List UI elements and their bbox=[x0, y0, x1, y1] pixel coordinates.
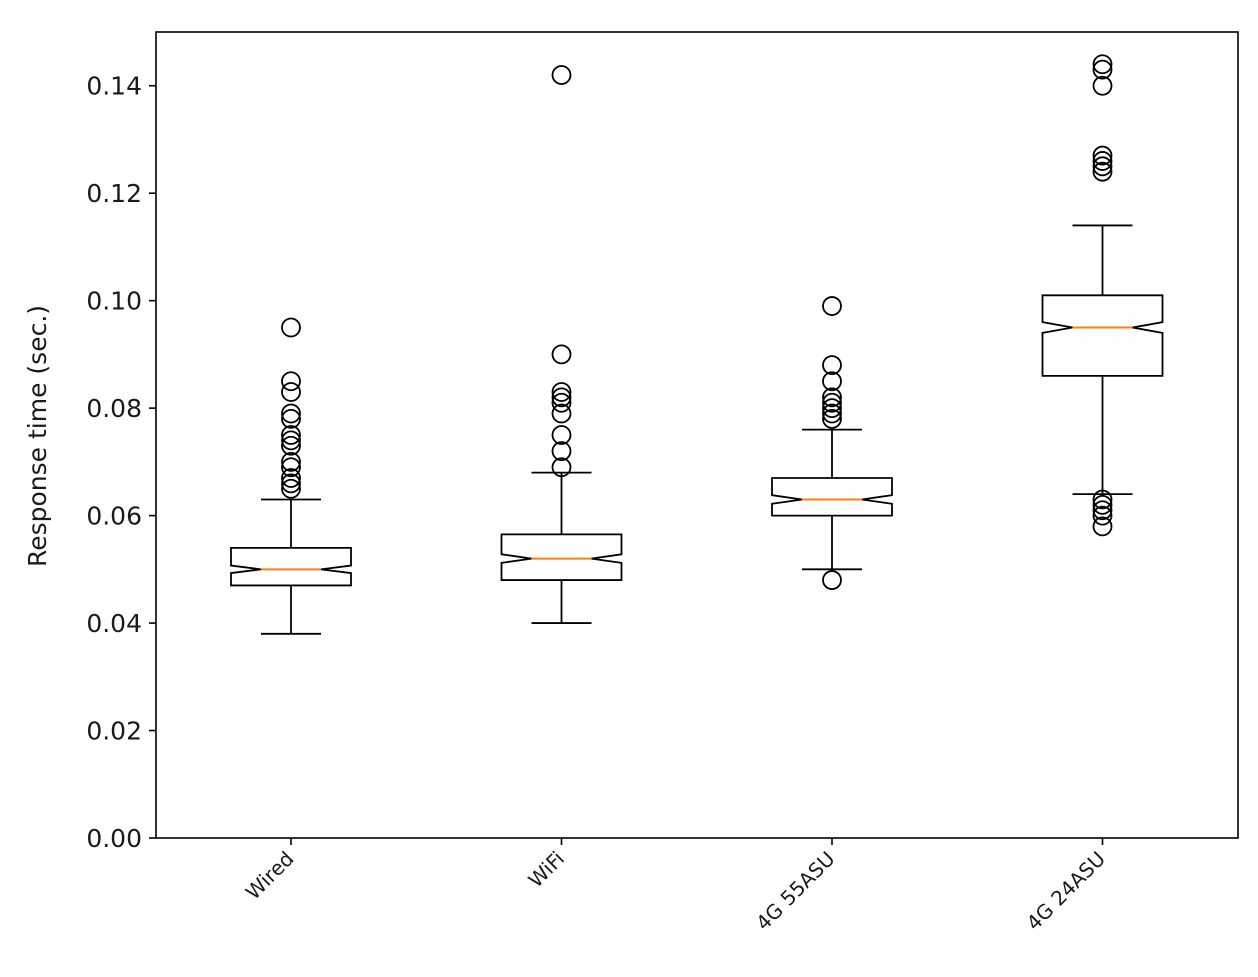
outlier-point bbox=[281, 430, 301, 451]
notched-box bbox=[500, 533, 623, 581]
outlier-point bbox=[551, 387, 572, 408]
outlier-point bbox=[822, 355, 842, 376]
x-tick-label: Wired bbox=[241, 847, 299, 905]
outlier-point bbox=[551, 425, 572, 445]
outlier-point bbox=[281, 478, 301, 499]
box-group-4g-55asu bbox=[771, 296, 893, 590]
outlier-point bbox=[822, 408, 842, 429]
outlier-point bbox=[1092, 516, 1113, 537]
outlier-point bbox=[822, 371, 842, 392]
y-tick-label: 0.14 bbox=[86, 72, 142, 101]
plot-frame bbox=[155, 31, 1239, 839]
x-tick-label: 4G 24ASU bbox=[1022, 847, 1110, 935]
outlier-point bbox=[551, 441, 572, 462]
outlier-point bbox=[281, 382, 301, 402]
outlier-point bbox=[551, 403, 572, 424]
y-tick-label: 0.00 bbox=[86, 824, 142, 853]
outlier-point bbox=[822, 403, 842, 424]
outlier-point bbox=[822, 387, 842, 408]
outlier-point bbox=[281, 425, 301, 445]
outlier-point bbox=[1092, 145, 1113, 166]
x-axis: Wired WiFi 4G 55ASU 4G 24ASU bbox=[241, 838, 1110, 935]
outlier-point bbox=[1092, 494, 1113, 515]
outlier-point bbox=[1092, 75, 1113, 96]
box-group-wifi bbox=[500, 65, 623, 624]
x-tick-label: WiFi bbox=[523, 847, 569, 893]
outlier-point bbox=[281, 473, 301, 494]
outlier-point bbox=[1092, 161, 1113, 182]
outlier-point bbox=[551, 344, 572, 365]
y-axis: 0.00 0.02 0.04 0.06 0.08 0.10 0.12 0.14 bbox=[86, 72, 156, 853]
outlier-point bbox=[1092, 151, 1113, 171]
y-tick-label: 0.10 bbox=[86, 287, 142, 316]
notched-box bbox=[230, 546, 352, 587]
outlier-point bbox=[1092, 59, 1113, 80]
outlier-point bbox=[551, 392, 572, 413]
y-tick-label: 0.08 bbox=[86, 394, 142, 423]
outlier-point bbox=[822, 296, 842, 316]
outlier-point bbox=[281, 408, 301, 429]
outlier-point bbox=[551, 65, 572, 85]
outlier-point bbox=[281, 435, 301, 456]
outlier-point bbox=[822, 570, 842, 590]
outlier-point bbox=[1092, 500, 1113, 521]
outlier-point bbox=[1092, 156, 1113, 177]
outlier-point bbox=[1092, 505, 1113, 526]
outlier-point bbox=[1092, 54, 1113, 75]
outlier-point bbox=[281, 403, 301, 424]
y-tick-label: 0.06 bbox=[86, 502, 142, 531]
y-axis-label: Response time (sec.) bbox=[23, 305, 52, 567]
box-group-wired bbox=[230, 317, 352, 635]
y-tick-label: 0.04 bbox=[86, 609, 142, 638]
box-group-4g-24asu bbox=[1041, 54, 1164, 537]
outlier-point bbox=[1092, 489, 1113, 510]
y-tick-label: 0.02 bbox=[86, 717, 142, 746]
notched-box bbox=[1041, 294, 1164, 377]
outlier-point bbox=[281, 468, 301, 488]
outlier-point bbox=[281, 451, 301, 472]
outlier-point bbox=[281, 317, 301, 338]
outlier-point bbox=[281, 371, 301, 392]
outlier-point bbox=[281, 457, 301, 478]
x-tick-label: 4G 55ASU bbox=[751, 847, 839, 935]
outlier-point bbox=[551, 457, 572, 478]
outlier-point bbox=[822, 392, 842, 413]
boxes-layer bbox=[230, 54, 1164, 635]
outlier-point bbox=[551, 382, 572, 402]
y-tick-label: 0.12 bbox=[86, 179, 142, 208]
outlier-point bbox=[822, 398, 842, 419]
notched-box bbox=[771, 477, 893, 517]
